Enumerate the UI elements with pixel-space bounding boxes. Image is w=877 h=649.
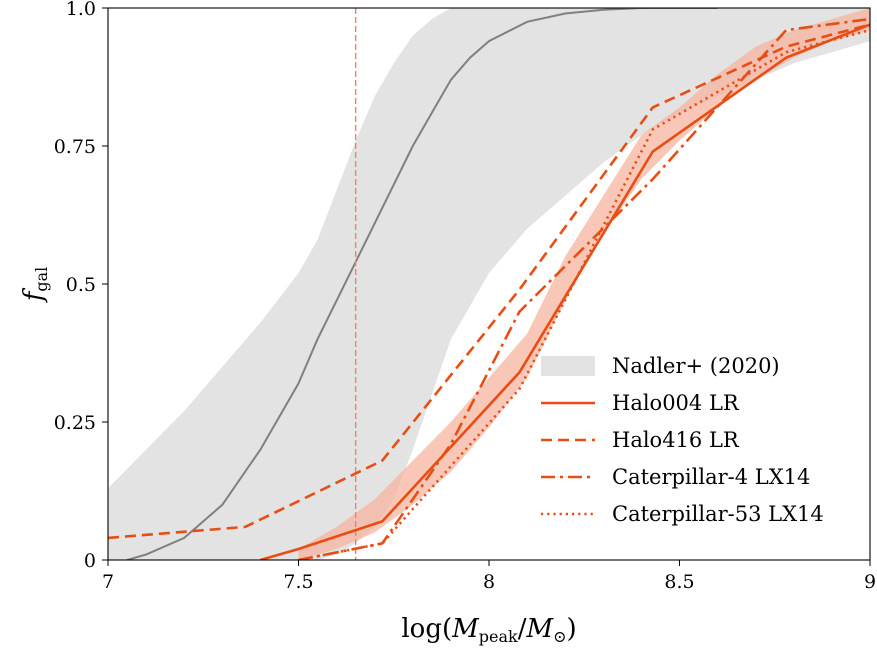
legend-label-series-2: Caterpillar-4 LX14 [612,465,810,489]
legend: Nadler+ (2020) Halo004 LR Halo416 LR Caterp… [541,354,824,526]
x-tick-label: 8 [483,571,495,593]
y-tick-label: 0.75 [54,136,96,158]
series-line-3 [298,28,870,560]
y-tick-label: 0 [84,550,96,572]
y-tick-label: 0.5 [66,274,96,296]
ticks-layer: 7 7.5 8 8.5 9 0 0.25 0.5 0.75 1.0 [54,0,876,593]
legend-label-nadler: Nadler+ (2020) [612,354,780,378]
y-axis-label: fgal [19,267,51,304]
x-tick-label: 8.5 [664,571,694,593]
series-line-2 [298,17,870,560]
lines-layer [108,8,870,560]
x-tick-label: 9 [864,571,876,593]
legend-label-series-1: Halo416 LR [612,428,740,452]
nadler-median-line [126,8,718,560]
x-tick-label: 7 [102,571,114,593]
legend-label-series-0: Halo004 LR [612,391,740,415]
nadler-band [108,8,870,560]
legend-label-series-3: Caterpillar-53 LX14 [612,502,824,526]
series-line-1 [108,23,870,540]
x-tick-label: 7.5 [283,571,313,593]
y-tick-label: 1.0 [66,0,96,20]
y-tick-label: 0.25 [54,412,96,434]
series-line-0 [260,23,870,560]
legend-swatch-nadler [541,356,595,376]
bands-layer [108,8,870,560]
x-axis-label: log(Mpeak/M⊙) [401,614,576,646]
